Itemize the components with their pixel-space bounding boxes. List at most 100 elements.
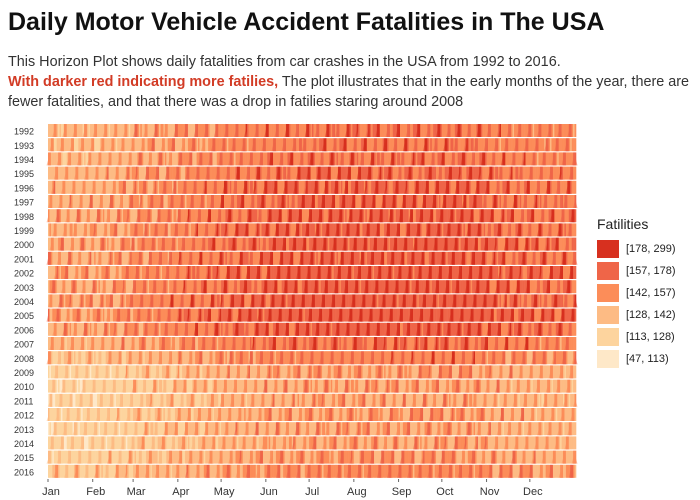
day-cell: [365, 195, 368, 208]
day-cell: [140, 223, 143, 237]
day-cell: [392, 223, 395, 237]
day-cell: [423, 223, 425, 237]
day-cell: [456, 251, 458, 265]
day-cell: [190, 237, 193, 251]
day-cell: [156, 237, 158, 251]
day-cell: [369, 237, 372, 251]
day-cell: [199, 124, 202, 137]
day-cell: [537, 223, 539, 237]
day-cell: [261, 237, 264, 251]
day-cell: [456, 166, 458, 180]
day-cell: [225, 138, 228, 152]
day-cell: [430, 180, 433, 194]
day-cell: [202, 166, 205, 180]
day-cell: [525, 223, 528, 237]
day-cell: [451, 124, 454, 137]
day-cell: [169, 138, 171, 152]
day-cell: [460, 152, 463, 166]
day-cell: [183, 166, 186, 180]
day-cell: [260, 223, 262, 237]
day-cell: [516, 124, 519, 137]
day-cell: [547, 124, 549, 137]
day-cell: [180, 209, 183, 223]
day-cell: [430, 124, 433, 137]
day-cell: [485, 251, 487, 265]
day-cell: [342, 180, 345, 194]
day-cell: [490, 180, 493, 194]
day-cell: [401, 180, 404, 194]
day-cell: [529, 152, 532, 166]
day-cell: [450, 237, 453, 251]
day-cell: [138, 180, 141, 194]
day-cell: [170, 124, 173, 137]
day-cell: [374, 180, 376, 194]
day-cell: [232, 166, 235, 180]
day-cell: [121, 152, 124, 166]
day-cell: [499, 180, 502, 194]
day-cell: [324, 251, 327, 265]
day-cell: [273, 180, 275, 194]
day-cell: [138, 237, 141, 251]
day-cell: [190, 180, 193, 194]
day-cell: [421, 138, 424, 152]
day-cell: [309, 138, 311, 152]
day-cell: [81, 180, 83, 194]
day-cell: [153, 251, 156, 265]
day-cell: [59, 266, 62, 279]
day-cell: [252, 124, 255, 137]
day-cell: [265, 251, 268, 265]
day-cell: [125, 251, 128, 265]
day-cell: [489, 209, 492, 223]
day-cell: [172, 124, 174, 137]
day-cell: [434, 223, 437, 237]
day-cell: [449, 180, 451, 194]
day-cell: [382, 124, 385, 137]
day-cell: [66, 180, 69, 194]
day-cell: [407, 237, 409, 251]
year-label: 2001: [14, 254, 34, 264]
day-cell: [286, 251, 288, 265]
day-cell: [317, 251, 320, 265]
day-cell: [234, 166, 236, 180]
day-cell: [110, 138, 112, 152]
day-cell: [309, 223, 311, 237]
day-cell: [410, 180, 412, 194]
day-cell: [518, 138, 521, 152]
day-cell: [290, 124, 293, 137]
day-cell: [470, 195, 473, 208]
day-cell: [359, 195, 362, 208]
day-cell: [107, 237, 109, 251]
day-cell: [567, 209, 570, 223]
day-cell: [219, 180, 222, 194]
day-cell: [234, 251, 236, 265]
day-cell: [91, 251, 94, 265]
day-cell: [187, 237, 190, 251]
day-cell: [226, 237, 229, 251]
day-cell: [512, 223, 515, 237]
day-cell: [102, 266, 105, 279]
day-cell: [337, 180, 340, 194]
day-cell: [363, 166, 366, 180]
day-cell: [62, 266, 65, 279]
day-cell: [99, 124, 102, 137]
day-cell: [446, 251, 448, 265]
day-cell: [405, 251, 408, 265]
day-cell: [309, 152, 311, 166]
day-cell: [189, 237, 192, 251]
day-cell: [112, 195, 115, 208]
day-cell: [365, 124, 368, 137]
day-cell: [150, 180, 153, 194]
day-cell: [531, 180, 534, 194]
day-cell: [177, 180, 180, 194]
day-cell: [369, 223, 372, 237]
day-cell: [521, 124, 523, 137]
day-cell: [492, 223, 495, 237]
day-cell: [423, 124, 425, 137]
day-cell: [574, 138, 577, 152]
day-cell: [313, 152, 316, 166]
day-cell: [430, 237, 433, 251]
day-cell: [532, 223, 535, 237]
day-cell: [384, 152, 386, 166]
day-cell: [182, 251, 184, 265]
day-cell: [102, 209, 105, 223]
